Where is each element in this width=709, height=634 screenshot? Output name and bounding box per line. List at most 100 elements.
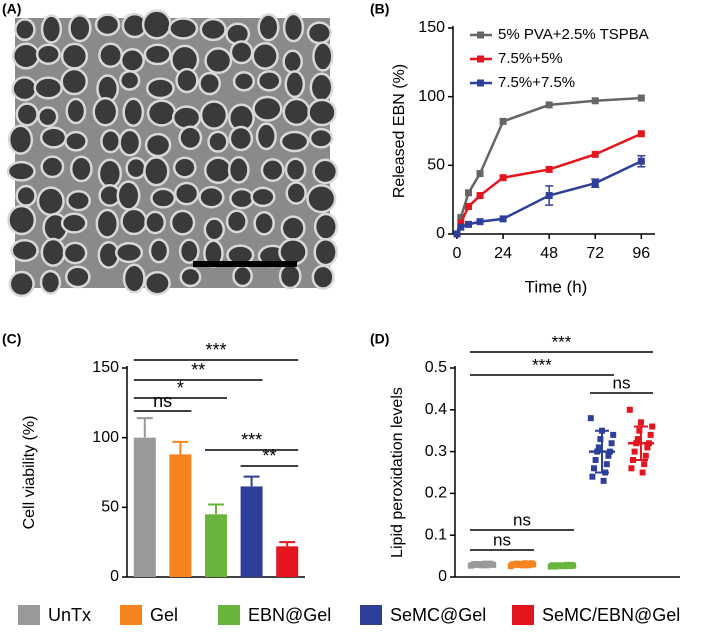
pore bbox=[68, 13, 92, 43]
sd-bar bbox=[634, 425, 648, 461]
pore bbox=[7, 124, 34, 155]
pore bbox=[204, 47, 233, 75]
marker bbox=[453, 230, 461, 238]
panel-label: (C) bbox=[2, 331, 21, 347]
x-tick-label: 48 bbox=[540, 245, 558, 262]
pore bbox=[198, 71, 222, 96]
pore bbox=[260, 158, 285, 183]
marker bbox=[457, 214, 465, 222]
point bbox=[634, 436, 641, 443]
y-axis-label: Lipid peroxidation levels bbox=[389, 387, 406, 558]
pore bbox=[279, 130, 310, 153]
significance-label: ** bbox=[191, 360, 205, 380]
pore bbox=[307, 98, 337, 127]
pore bbox=[311, 264, 335, 290]
point bbox=[595, 444, 602, 451]
pore bbox=[114, 241, 144, 264]
marker bbox=[465, 220, 473, 228]
pore bbox=[173, 181, 200, 206]
point bbox=[630, 456, 636, 463]
pore bbox=[278, 263, 302, 290]
point bbox=[591, 465, 597, 472]
pore bbox=[15, 184, 37, 207]
pore bbox=[313, 237, 338, 267]
pore bbox=[144, 210, 166, 235]
pore bbox=[39, 126, 68, 149]
legend-marker bbox=[477, 79, 484, 87]
marker bbox=[637, 157, 645, 165]
point bbox=[631, 448, 638, 455]
pore bbox=[148, 238, 170, 264]
point bbox=[592, 456, 599, 463]
pore bbox=[116, 180, 141, 211]
pore bbox=[199, 17, 227, 42]
y-tick-label: 0 bbox=[436, 225, 445, 242]
marker bbox=[591, 150, 599, 158]
pore bbox=[6, 160, 36, 182]
y-tick-label: 0.3 bbox=[425, 443, 447, 460]
pore bbox=[11, 42, 41, 70]
error-bar bbox=[279, 541, 296, 547]
pore bbox=[66, 189, 91, 212]
y-axis-label: Released EBN (%) bbox=[391, 64, 408, 198]
pore bbox=[178, 238, 200, 264]
pore bbox=[62, 241, 88, 265]
significance-label: ns bbox=[613, 373, 631, 392]
legend-label: SeMC/EBN@Gel bbox=[542, 605, 680, 625]
marker bbox=[499, 117, 507, 125]
x-tick-label: 24 bbox=[494, 245, 512, 262]
pore bbox=[143, 43, 172, 66]
marker bbox=[457, 223, 465, 231]
pore bbox=[141, 9, 172, 40]
y-tick-label: 150 bbox=[418, 19, 445, 36]
bar bbox=[205, 514, 227, 577]
pore bbox=[282, 49, 303, 74]
pore bbox=[60, 42, 89, 70]
pore bbox=[308, 127, 334, 149]
marker bbox=[637, 94, 645, 102]
pore bbox=[169, 209, 196, 236]
legend-label: SeMC@Gel bbox=[390, 605, 486, 625]
y-tick-label: 50 bbox=[101, 499, 119, 516]
y-tick-label: 0.1 bbox=[425, 526, 447, 543]
marker bbox=[499, 215, 507, 223]
pore bbox=[306, 184, 337, 214]
bar bbox=[133, 437, 156, 577]
bar bbox=[169, 454, 192, 577]
sd-bar bbox=[515, 562, 529, 567]
y-axis-label: Cell viability (%) bbox=[21, 416, 38, 530]
legend-swatch bbox=[360, 605, 382, 625]
pore bbox=[60, 212, 88, 234]
significance-label: ns bbox=[513, 510, 531, 529]
significance-label: *** bbox=[532, 355, 552, 374]
pore bbox=[35, 43, 61, 65]
panel-label: (A) bbox=[2, 1, 21, 17]
pore bbox=[229, 187, 255, 210]
pore bbox=[40, 14, 63, 44]
sem-texture bbox=[6, 9, 339, 298]
y-tick-label: 100 bbox=[92, 429, 119, 446]
pore bbox=[118, 128, 142, 157]
x-tick-label: 96 bbox=[632, 245, 650, 262]
scale-bar bbox=[193, 261, 297, 267]
pore bbox=[306, 21, 332, 45]
pore bbox=[98, 42, 123, 68]
x-axis-label: Time (h) bbox=[525, 277, 588, 296]
y-tick-label: 50 bbox=[427, 157, 445, 174]
pore bbox=[232, 71, 255, 92]
legend-label: 5% PVA+2.5% TSPBA bbox=[498, 26, 649, 43]
pore bbox=[95, 208, 120, 239]
bar bbox=[276, 546, 299, 577]
pore bbox=[119, 70, 141, 91]
pore bbox=[92, 96, 119, 127]
pore bbox=[282, 12, 305, 43]
significance-label: *** bbox=[205, 340, 226, 360]
pore bbox=[250, 186, 276, 208]
pore bbox=[199, 100, 229, 130]
legend-label: 7.5%+7.5% bbox=[498, 74, 575, 91]
marker bbox=[465, 203, 473, 211]
point bbox=[597, 436, 604, 443]
pore bbox=[122, 263, 146, 294]
point bbox=[603, 461, 610, 468]
